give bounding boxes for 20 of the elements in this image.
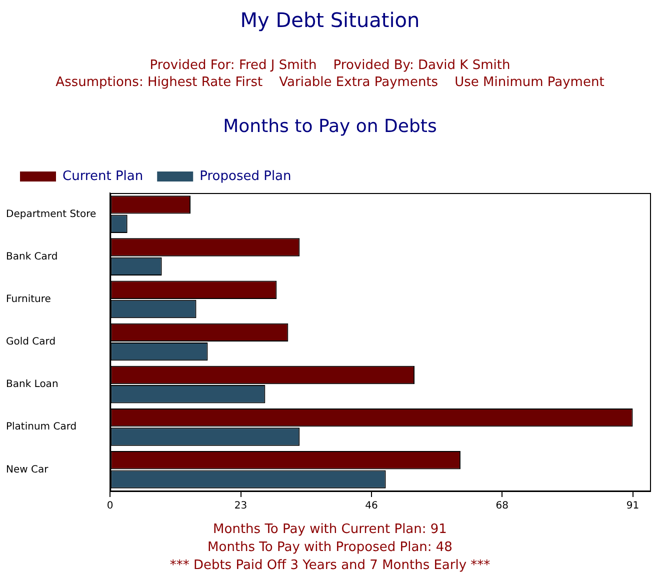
legend-label: Proposed Plan [200,168,292,184]
y-tick-label: Bank Loan [6,379,58,390]
text: *** Debts Paid Off 3 Years and 7 Months Early *** [168,557,492,575]
legend-label: Current Plan [62,168,144,184]
y-tick-label: Platinum Card [6,422,77,433]
y-tick-label: Furniture [6,294,51,306]
y-tick-label: Gold Card [6,336,56,348]
x-tick-label: 46 [365,500,378,512]
y-tick-label: Bank Card [6,251,58,262]
x-tick-label: 23 [234,500,248,512]
x-tick-label: 91 [626,500,640,512]
y-tick-label: Department Store [6,208,96,220]
chart-subtitle: Provided For: Fred J Smith Provided By: David K Smith Assumptions: Highest Rate First Variable Extra Payments Use Minimum Payment [54,57,606,91]
text: Months To Pay with Current Plan: 91 [212,521,448,539]
x-tick-label: 68 [496,500,508,512]
chart-title: My Debt Situation [239,8,421,32]
text: Months To Pay with Proposed Plan: 48 [206,539,454,557]
y-tick-label: New Car [6,464,50,476]
x-tick-label: 0 [106,500,114,512]
text: Months to Pay on Debts [222,116,438,137]
